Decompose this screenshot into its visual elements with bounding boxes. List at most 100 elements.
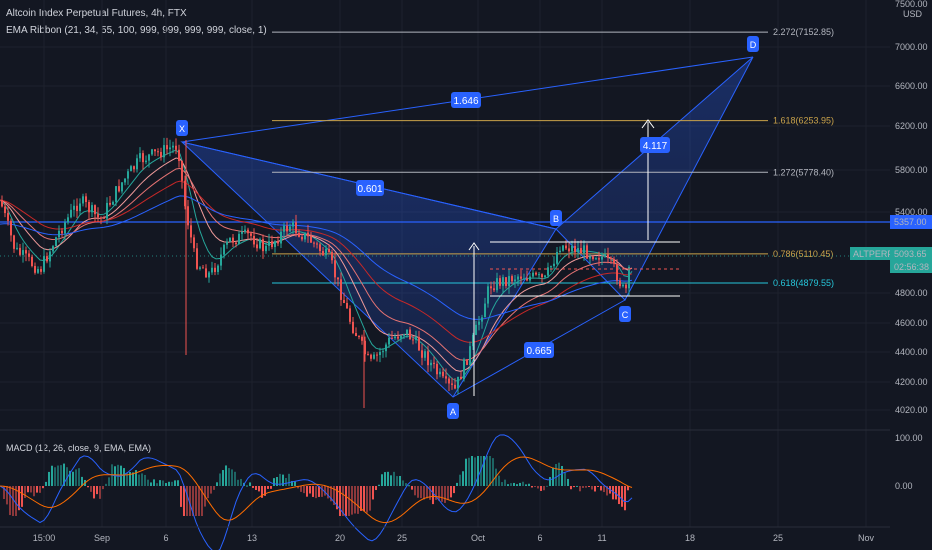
- candle-body: [4, 206, 6, 214]
- price-tick: 5800.00: [895, 165, 928, 175]
- candle-body: [520, 276, 522, 279]
- candle-body: [406, 329, 408, 335]
- macd-bar: [429, 486, 431, 500]
- macd-bar: [582, 486, 584, 488]
- candle-body: [577, 248, 579, 253]
- candle-body: [103, 217, 105, 219]
- macd-bar: [234, 471, 236, 486]
- macd-bar: [441, 486, 443, 502]
- candle-body: [439, 371, 441, 375]
- time-tick: Nov: [858, 533, 875, 543]
- macd-bar: [174, 480, 176, 486]
- macd-bar: [471, 456, 473, 486]
- macd-bar: [207, 486, 209, 499]
- macd-bar: [300, 486, 302, 492]
- macd-bar: [483, 456, 485, 486]
- price-tick-faded: 7500.00: [895, 0, 928, 9]
- price-tick: 4020.00: [895, 405, 928, 415]
- point-label-b: B: [550, 210, 562, 226]
- candle-body: [1, 200, 3, 207]
- macd-bar: [15, 486, 17, 516]
- macd-bar: [156, 483, 158, 486]
- resistance-badge: 5357.00: [890, 215, 932, 229]
- candle-body: [421, 350, 423, 358]
- price-axis[interactable]: 7500.00 5400.00 USD 7000.00 6600.00 6200.00 58…: [895, 0, 928, 415]
- candle-body: [571, 245, 573, 252]
- signal-line: [0, 456, 633, 524]
- macd-bar: [459, 474, 461, 486]
- time-axis[interactable]: 15:00 Sep 6 13 20 25 Oct 6 11 18 25 Nov: [33, 533, 875, 543]
- macd-bar: [147, 479, 149, 486]
- macd-bar: [237, 479, 239, 486]
- macd-bar: [159, 480, 161, 486]
- point-label-c: C: [619, 306, 631, 322]
- candle-body: [22, 250, 24, 255]
- macd-bar: [312, 486, 314, 497]
- macd-bar: [402, 480, 404, 486]
- svg-text:0.665: 0.665: [526, 346, 551, 357]
- macd-bar: [153, 479, 155, 486]
- macd-bar: [171, 481, 173, 486]
- macd-bar: [258, 486, 260, 492]
- candle-body: [334, 260, 336, 278]
- candle-body: [274, 241, 276, 248]
- candle-body: [256, 244, 258, 249]
- candle-body: [250, 233, 252, 236]
- pattern-triangle-bcd: [555, 56, 754, 301]
- macd-bar: [165, 483, 167, 486]
- macd-bar: [66, 467, 68, 486]
- candle-body: [286, 225, 288, 232]
- ratio-labels: 0.601 1.646 0.665 4.117: [356, 92, 670, 358]
- candle-body: [253, 235, 255, 245]
- candle-body: [211, 267, 213, 273]
- macd-bar: [372, 486, 374, 500]
- candle-body: [409, 329, 411, 340]
- macd-bar: [597, 486, 599, 487]
- candle-body: [550, 266, 552, 268]
- candle-body: [190, 225, 192, 238]
- time-tick: 6: [163, 533, 168, 543]
- candle-body: [535, 272, 537, 275]
- candle-body: [304, 232, 306, 240]
- candle-body: [169, 147, 171, 150]
- macd-bar: [228, 468, 230, 486]
- candle-body: [394, 336, 396, 339]
- macd-bar: [501, 482, 503, 486]
- macd-bar: [486, 456, 488, 486]
- candle-body: [247, 229, 249, 234]
- macd-bar: [420, 486, 422, 499]
- macd-bar: [411, 486, 413, 490]
- macd-bar: [600, 486, 602, 491]
- macd-bar: [42, 486, 44, 489]
- candle-body: [601, 256, 603, 260]
- macd-bar: [36, 486, 38, 493]
- fib-label: 0.618(4879.55): [773, 278, 834, 288]
- pattern-labels: X A B C D: [176, 36, 759, 419]
- macd-bar: [378, 484, 380, 486]
- candle-body: [460, 376, 462, 380]
- candle-body: [556, 252, 558, 264]
- time-tick: 20: [335, 533, 345, 543]
- currency-label: USD: [903, 9, 923, 19]
- candle-body: [307, 232, 309, 237]
- macd-bar: [336, 486, 338, 510]
- price-tick: 6600.00: [895, 81, 928, 91]
- candle-body: [595, 258, 597, 260]
- macd-bar: [132, 472, 134, 486]
- price-tick-faded: 5400.00: [895, 207, 928, 217]
- candle-body: [628, 266, 630, 289]
- ema-long-line: [0, 195, 633, 320]
- macd-bar: [555, 463, 557, 486]
- macd-bar: [390, 475, 392, 486]
- macd-bar: [78, 468, 80, 486]
- macd-bar: [477, 456, 479, 486]
- macd-bar: [375, 486, 377, 491]
- macd-bar: [291, 481, 293, 486]
- macd-bar: [90, 486, 92, 492]
- macd-bar: [240, 478, 242, 486]
- candle-body: [112, 201, 114, 205]
- candle-body: [403, 334, 405, 336]
- candle-body: [496, 278, 498, 291]
- macd-bar: [51, 465, 53, 486]
